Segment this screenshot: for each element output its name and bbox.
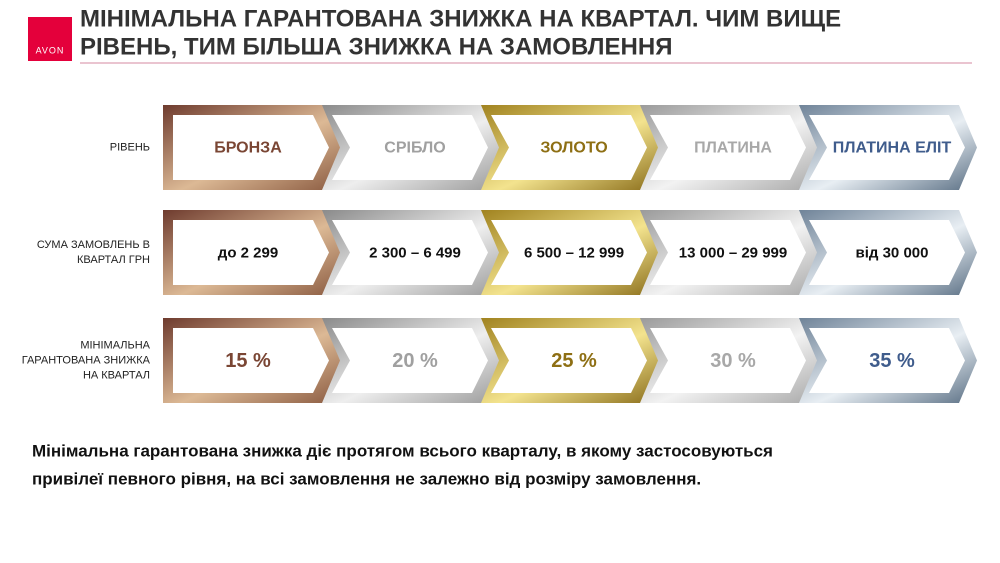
chevron-inner: [650, 328, 806, 393]
cell-text: до 2 299: [218, 244, 278, 261]
logo: AVON: [36, 45, 65, 55]
chevron-inner: [491, 328, 647, 393]
footer-text: Мінімальна гарантована знижка діє протяг…: [32, 441, 773, 460]
row-label: НА КВАРТАЛ: [83, 369, 150, 381]
cell-text: 6 500 – 12 999: [524, 244, 624, 261]
chevron-inner: [332, 115, 488, 180]
title: РІВЕНЬ, ТИМ БІЛЬША ЗНИЖКА НА ЗАМОВЛЕННЯ: [80, 33, 672, 60]
cell-text: ПЛАТИНА: [694, 140, 772, 157]
chevron-inner: [491, 220, 647, 285]
footer-text: привілеї певного рівня, на всі замовленн…: [32, 469, 701, 488]
chevron-inner: [332, 220, 488, 285]
row-label: КВАРТАЛ ГРН: [77, 254, 150, 266]
chevron-inner: [650, 220, 806, 285]
logo-box: [28, 17, 72, 61]
cell-text: 2 300 – 6 499: [369, 244, 461, 261]
title: МІНІМАЛЬНА ГАРАНТОВАНА ЗНИЖКА НА КВАРТАЛ…: [80, 5, 841, 32]
cell-text: СРІБЛО: [384, 140, 445, 157]
chevron-inner: [809, 115, 965, 180]
chevron-inner: [650, 115, 806, 180]
row-label: СУМА ЗАМОВЛЕНЬ В: [37, 239, 150, 251]
row-label: РІВЕНЬ: [110, 141, 150, 153]
chevron-inner: [173, 328, 329, 393]
cell-text: ПЛАТИНА ЕЛІТ: [833, 140, 952, 157]
cell-text: ЗОЛОТО: [540, 140, 607, 157]
cell-text: 15 %: [225, 350, 271, 372]
chevron-inner: [809, 328, 965, 393]
chevron-inner: [173, 115, 329, 180]
cell-text: БРОНЗА: [214, 140, 282, 157]
cell-text: 35 %: [869, 350, 915, 372]
cell-text: 25 %: [551, 350, 597, 372]
row-label: ГАРАНТОВАНА ЗНИЖКА: [22, 354, 151, 366]
chevron-inner: [173, 220, 329, 285]
chevron-inner: [809, 220, 965, 285]
cell-text: 20 %: [392, 350, 438, 372]
chevron-inner: [491, 115, 647, 180]
chevron-inner: [332, 328, 488, 393]
content: МІНІМАЛЬНА ГАРАНТОВАНА ЗНИЖКА НА КВАРТАЛ…: [22, 5, 977, 488]
cell-text: 13 000 – 29 999: [679, 244, 787, 261]
cell-text: від 30 000: [856, 244, 929, 261]
cell-text: 30 %: [710, 350, 756, 372]
row-label: МІНІМАЛЬНА: [80, 339, 150, 351]
